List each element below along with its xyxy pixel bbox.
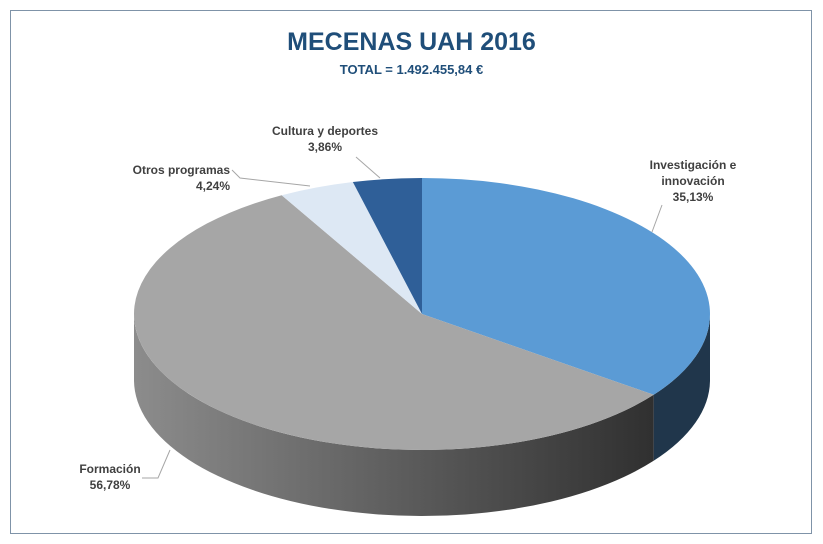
leader-line bbox=[651, 204, 663, 233]
category-label: Cultura y deportes bbox=[271, 124, 379, 138]
leader-lines bbox=[142, 156, 663, 479]
category-label: Investigación e innovación bbox=[649, 158, 737, 188]
slice-side bbox=[134, 314, 654, 516]
category-label: Otros programas bbox=[132, 163, 230, 177]
leader-line bbox=[231, 169, 311, 187]
leader-line bbox=[142, 449, 171, 479]
slice bbox=[281, 181, 422, 314]
data-label: Formación 56,78% bbox=[60, 461, 160, 493]
value-label: 3,86% bbox=[307, 140, 343, 154]
slice-side bbox=[653, 314, 710, 461]
value-label: 4,24% bbox=[195, 179, 230, 193]
frame bbox=[10, 10, 812, 534]
slice bbox=[133, 195, 654, 451]
chart-subtitle: TOTAL = 1.492.455,84 € bbox=[339, 62, 484, 77]
data-label: Otros programas 4,24% bbox=[110, 162, 230, 194]
category-label: Formación bbox=[79, 462, 141, 476]
pie bbox=[133, 178, 711, 516]
data-label: Investigación e innovación 35,13% bbox=[628, 157, 758, 205]
slice bbox=[422, 178, 711, 395]
slice bbox=[352, 178, 422, 314]
value-label: 35,13% bbox=[672, 190, 714, 204]
chart-title: MECENAS UAH 2016 bbox=[287, 28, 536, 56]
value-label: 56,78% bbox=[89, 478, 131, 492]
data-label: Cultura y deportes 3,86% bbox=[255, 123, 395, 155]
leader-line bbox=[355, 156, 381, 179]
